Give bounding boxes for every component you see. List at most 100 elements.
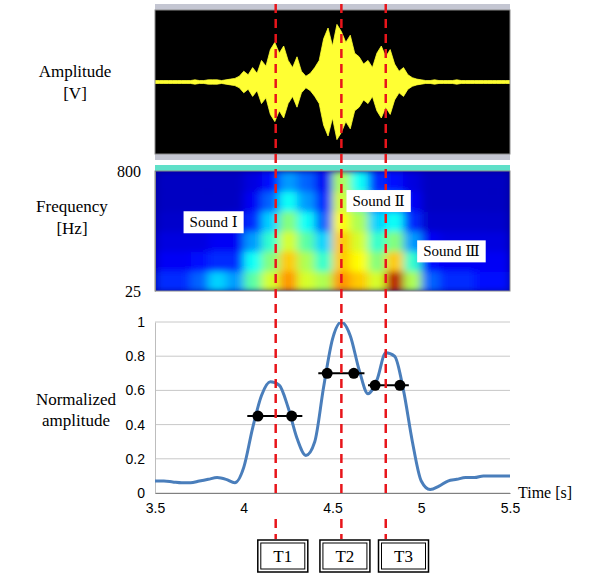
heat-cell: [191, 191, 209, 211]
heat-cell: [421, 211, 439, 231]
tick-label: 0.2: [126, 451, 146, 467]
heat-cell: [350, 271, 368, 291]
tick-label: 0.4: [126, 417, 146, 433]
heat-cell: [350, 251, 368, 271]
axis: 25 800: [117, 163, 156, 300]
axis: 3.544.555.5: [146, 493, 521, 516]
panel-background: [155, 171, 510, 291]
interval-box: [258, 540, 308, 572]
heat-cell: [457, 171, 475, 192]
annotation: Sound Ⅲ: [417, 240, 486, 262]
heat-cell: [421, 171, 439, 192]
heat-cell: [368, 171, 386, 192]
tick: 0.2: [126, 451, 155, 467]
heat-cell: [279, 171, 297, 192]
interval-box-inner: [261, 543, 305, 569]
heat-cell: [368, 211, 386, 231]
heat-cell: [226, 271, 244, 291]
label-background: [417, 240, 486, 262]
heat-cell: [262, 271, 280, 291]
heat-cell: [226, 251, 244, 271]
heat-cell: [155, 191, 173, 211]
interval-box-inner: [382, 543, 426, 569]
axis-title-line: [Hz]: [56, 219, 87, 238]
heat-cell: [297, 171, 315, 192]
heat-cell: [475, 211, 493, 231]
heat-cell: [492, 211, 510, 231]
heat-cell: [386, 231, 404, 251]
heat-cell: [368, 231, 386, 251]
heat-cell: [386, 211, 404, 231]
interval-label: T1: [273, 547, 292, 566]
heat-cell: [208, 171, 226, 192]
interval-label: T2: [335, 547, 354, 566]
heat-cell: [350, 211, 368, 231]
heat-cell: [421, 271, 439, 291]
grid-line: [155, 356, 510, 357]
heat-cell: [244, 191, 262, 211]
grid: [155, 322, 510, 493]
tick-label: 4: [240, 500, 248, 516]
heat-cell: [279, 251, 297, 271]
heat-cell: [439, 211, 457, 231]
width-marker: [252, 411, 263, 422]
heat-cell: [173, 271, 191, 291]
waveform: [155, 24, 510, 139]
axis-line: [156, 493, 511, 494]
heat-cell: [244, 211, 262, 231]
tick: 0: [137, 485, 155, 501]
panel-header: [155, 4, 510, 10]
heat-cell: [439, 191, 457, 211]
heat-cell: [492, 271, 510, 291]
tick-label: 5: [418, 500, 426, 516]
tick: 0.6: [126, 382, 155, 398]
heat-cell: [208, 231, 226, 251]
annotation-label: Sound Ⅰ: [190, 214, 238, 230]
width-marker: [394, 380, 405, 391]
axis: 00.20.40.60.81: [126, 314, 156, 501]
heat-cell: [226, 171, 244, 192]
label-background: [347, 190, 411, 212]
plot-area: [155, 24, 510, 139]
heat-cell: [421, 191, 439, 211]
tick-label: 25: [125, 283, 141, 300]
tick-label: 800: [117, 163, 141, 180]
heat-cell: [262, 191, 280, 211]
plot-frame: [155, 10, 510, 154]
tick: 4: [240, 493, 248, 516]
heat-cell: [191, 231, 209, 251]
heat-cell: [191, 171, 209, 192]
tick-label: 3.5: [146, 500, 166, 516]
panel-header: [155, 165, 510, 171]
heat-cell: [244, 231, 262, 251]
heat-cell: [244, 271, 262, 291]
grid-line: [155, 322, 510, 323]
interval-box: [320, 540, 370, 572]
heat-cell: [368, 271, 386, 291]
vertical-lines: [276, 4, 386, 539]
axis-title-line: Normalized: [36, 390, 117, 409]
heat-cell: [315, 271, 333, 291]
heat-cell: [439, 171, 457, 192]
width-marker: [322, 368, 333, 379]
heat-cell: [368, 251, 386, 271]
panel-footer: [155, 154, 510, 160]
heat-cell: [244, 251, 262, 271]
heat-cell: [492, 191, 510, 211]
heat-cell: [475, 171, 493, 192]
axis-title-line: Frequency: [36, 197, 108, 216]
heat-cell: [262, 171, 280, 192]
vertical-line: [385, 519, 388, 539]
axis-title-line: Amplitude: [39, 62, 112, 81]
heat-cell: [279, 231, 297, 251]
heat-cell: [457, 271, 475, 291]
panel-background: [155, 4, 510, 160]
plot-area: [155, 322, 510, 490]
annotation: Sound Ⅱ: [347, 190, 411, 212]
heat-cell: [155, 271, 173, 291]
tick-label: 4.5: [323, 500, 343, 516]
axis-title: Time [s]: [518, 484, 572, 501]
heat-cell: [404, 211, 422, 231]
line: [155, 322, 510, 490]
plot-frame: [155, 171, 510, 291]
